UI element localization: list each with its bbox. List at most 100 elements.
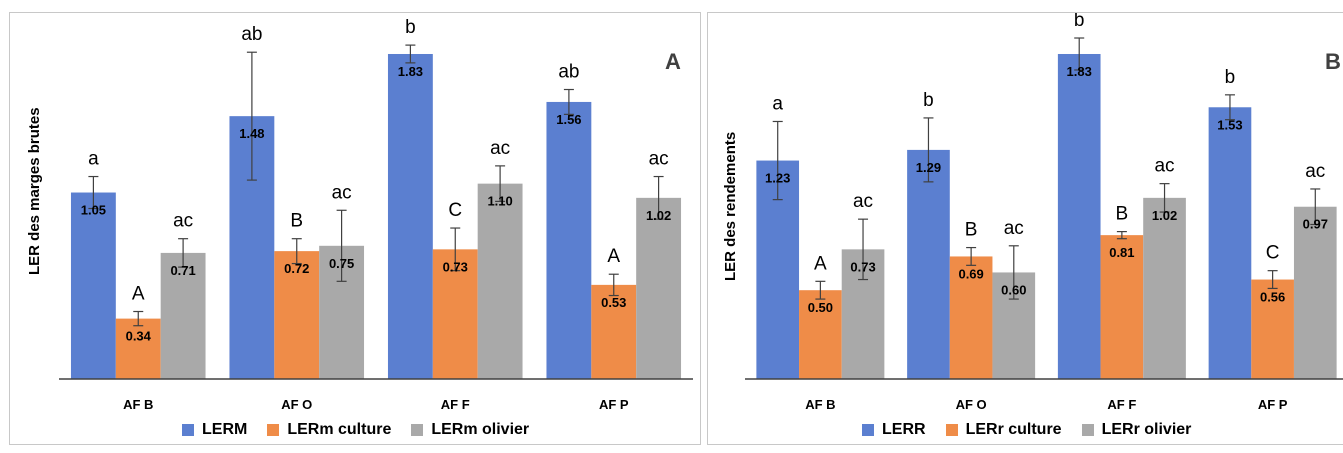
bar [907, 149, 950, 379]
x-tick-label: AF P [1258, 397, 1288, 412]
significance-letter: b [405, 17, 416, 38]
data-label: 0.73 [850, 259, 875, 274]
x-tick-label: AF F [441, 397, 470, 412]
legend-label: LERm olivier [431, 421, 530, 438]
bar-chart-a: 1.05 a 0.34 A 0.71 ac AF B 1.48 ab 0.72 B 0.75 ac AF … [59, 17, 693, 412]
significance-letter: A [607, 246, 620, 267]
data-label: 1.53 [1217, 117, 1242, 132]
significance-letter: A [814, 253, 827, 274]
data-label: 0.73 [443, 259, 468, 274]
significance-letter: C [448, 200, 462, 221]
bar [1293, 206, 1337, 379]
data-label: 1.83 [398, 64, 423, 79]
x-tick-label: AF O [956, 397, 987, 412]
panel-label-b: B [1325, 49, 1341, 74]
x-tick-label: AF O [281, 397, 312, 412]
data-label: 1.02 [646, 208, 671, 223]
legend-swatch [862, 424, 874, 436]
data-label: 1.10 [487, 194, 512, 209]
significance-letter: ac [173, 211, 193, 232]
bar-chart-b: 1.23 a 0.50 A 0.73 ac AF B 1.29 b 0.69 B 0.60 ac AF O… [745, 13, 1343, 412]
legend-label: LERm culture [287, 421, 392, 438]
x-tick-label: AF F [1107, 397, 1136, 412]
significance-letter: a [88, 149, 99, 170]
data-label: 1.48 [239, 126, 264, 141]
legend-swatch [1081, 424, 1094, 436]
significance-letter: ac [332, 182, 352, 203]
data-label: 1.83 [1067, 64, 1092, 79]
data-label: 0.71 [170, 263, 195, 278]
data-label: 1.29 [916, 160, 941, 175]
legend-a: LERM LERm culture LERm olivier [182, 421, 529, 439]
data-label: 0.50 [808, 300, 833, 315]
bar [274, 251, 320, 379]
legend-label: LERM [202, 421, 248, 438]
legend-swatch [267, 424, 280, 436]
chart-panel-a: 1.05 a 0.34 A 0.71 ac AF B 1.48 ab 0.72 B 0.75 ac AF … [9, 12, 701, 445]
x-tick-label: AF B [805, 397, 835, 412]
bar [477, 183, 523, 379]
legend-label: LERR [882, 421, 926, 438]
bar [115, 318, 161, 379]
legend-item: LERr culture [945, 421, 1062, 439]
data-label: 0.97 [1303, 217, 1328, 232]
significance-letter: ac [490, 138, 510, 159]
bar [1057, 53, 1101, 379]
data-label: 1.05 [81, 203, 106, 218]
significance-letter: ac [649, 149, 669, 170]
y-axis-label-b: LER des rendements [722, 131, 739, 281]
significance-letter: a [772, 93, 783, 114]
bar [591, 284, 637, 379]
bar [636, 197, 682, 379]
bar [546, 101, 592, 379]
bar [1208, 107, 1252, 379]
significance-letter: ac [1154, 156, 1174, 177]
bar [1100, 235, 1144, 379]
data-label: 0.53 [601, 295, 626, 310]
data-label: 1.56 [556, 112, 581, 127]
bar [1143, 197, 1186, 379]
legend-label: LERr culture [965, 421, 1062, 438]
legend-b: LERR LERr culture LERr olivier [862, 421, 1191, 439]
legend-label: LERr olivier [1101, 421, 1192, 438]
significance-letter: b [923, 90, 934, 111]
legend-item: LERM [182, 421, 247, 439]
significance-letter: B [290, 211, 303, 232]
data-label: 0.69 [958, 266, 983, 281]
data-label: 1.23 [765, 171, 790, 186]
x-tick-label: AF B [123, 397, 153, 412]
bar [70, 192, 116, 379]
legend-item: LERr olivier [1081, 421, 1192, 439]
legend-swatch [945, 424, 958, 436]
significance-letter: ac [1305, 161, 1325, 182]
significance-letter: b [1074, 13, 1085, 31]
data-label: 0.60 [1001, 282, 1026, 297]
significance-letter: ab [241, 24, 262, 45]
significance-letter: B [1116, 204, 1129, 225]
data-label: 0.81 [1109, 245, 1134, 260]
significance-letter: A [132, 284, 145, 305]
data-label: 1.02 [1152, 208, 1177, 223]
significance-letter: ac [1004, 218, 1024, 239]
significance-letter: C [1266, 243, 1280, 264]
legend-item: LERm olivier [411, 421, 529, 439]
legend-swatch [411, 424, 424, 436]
legend-item: LERR [862, 421, 926, 439]
data-label: 0.72 [284, 261, 309, 276]
legend-swatch [182, 424, 194, 436]
significance-letter: ac [853, 191, 873, 212]
significance-letter: b [1225, 67, 1236, 88]
y-axis-label-a: LER des marges brutes [26, 107, 43, 275]
bar [387, 53, 433, 379]
x-tick-label: AF P [599, 397, 629, 412]
bar [1251, 279, 1294, 379]
legend-item: LERm culture [267, 421, 391, 439]
significance-letter: B [965, 220, 978, 241]
data-label: 0.56 [1260, 290, 1285, 305]
bar [160, 252, 206, 379]
data-label: 0.75 [329, 256, 354, 271]
significance-letter: ab [558, 62, 579, 83]
data-label: 0.34 [126, 329, 152, 344]
bar [949, 256, 993, 379]
chart-panel-b: 1.23 a 0.50 A 0.73 ac AF B 1.29 b 0.69 B 0.60 ac AF O… [707, 12, 1343, 445]
